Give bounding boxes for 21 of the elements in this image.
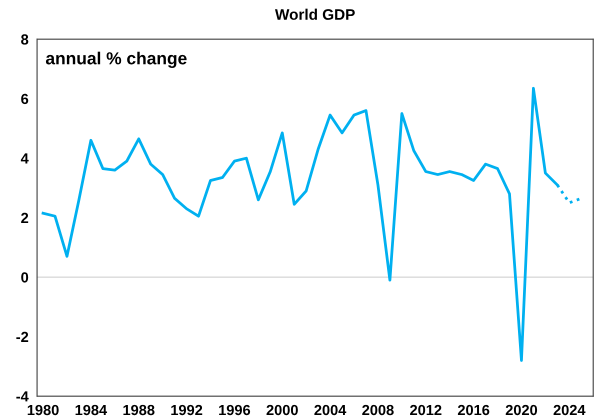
- x-tick-label: 1988: [123, 404, 155, 416]
- x-tick-label: 2012: [410, 404, 442, 416]
- x-tick-label: 1992: [171, 404, 202, 416]
- x-tick-label: 2016: [458, 404, 490, 416]
- x-tick-label: 1980: [28, 404, 59, 416]
- x-tick-label: 2024: [554, 404, 586, 416]
- y-tick-label: 2: [21, 212, 28, 223]
- x-tick-label: 2000: [266, 404, 298, 416]
- annotation: annual % change: [46, 52, 187, 68]
- chart-title: World GDP: [274, 8, 355, 20]
- x-tick-label: 2020: [506, 404, 538, 416]
- y-tick-label: 0: [21, 272, 28, 283]
- y-tick-label: 4: [20, 153, 29, 164]
- y-tick-label: 8: [21, 34, 28, 45]
- y-tick-label: 6: [21, 94, 28, 104]
- y-tick-label: -2: [16, 332, 28, 342]
- x-tick-label: 2008: [362, 404, 394, 416]
- x-tick-label: 2004: [314, 404, 346, 416]
- x-tick-label: 1984: [76, 404, 108, 416]
- x-tick-label: 1996: [219, 404, 250, 416]
- y-tick-label: -4: [16, 391, 29, 402]
